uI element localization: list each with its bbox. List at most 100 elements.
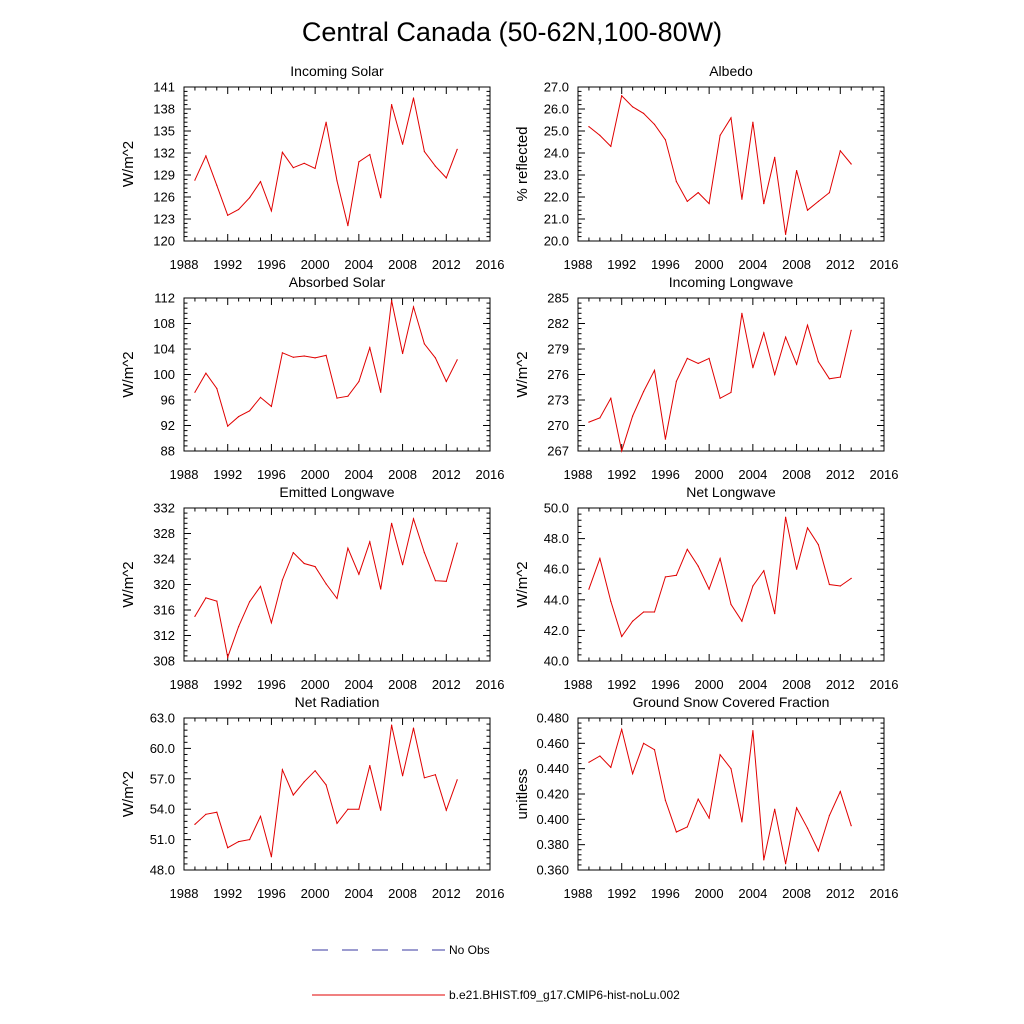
data-point <box>806 324 809 326</box>
x-tick-label: 1992 <box>213 886 242 901</box>
data-point <box>752 585 754 587</box>
data-point <box>708 357 710 359</box>
data-point <box>270 622 272 624</box>
panel-5: 1988 1992 1996 2000 2004 2008 2012 2016 308 312 31… <box>120 484 504 692</box>
data-point <box>412 518 415 520</box>
series-line <box>194 516 458 660</box>
x-tick-label: 1988 <box>564 886 593 901</box>
data-point <box>216 600 218 602</box>
x-tick-label: 2008 <box>388 886 417 901</box>
data-point <box>270 405 272 407</box>
y-tick-label: 316 <box>153 603 175 618</box>
x-tick-label: 2008 <box>782 257 811 272</box>
series-line <box>194 724 458 857</box>
y-tick-label: 312 <box>153 628 175 643</box>
y-axis-label: W/m^2 <box>514 561 531 607</box>
data-point <box>664 576 667 578</box>
data-point <box>412 727 415 729</box>
data-point <box>632 106 634 108</box>
data-point <box>774 613 776 615</box>
data-point <box>336 597 338 600</box>
data-point <box>456 359 458 361</box>
y-tick-label: 25.0 <box>544 124 569 139</box>
y-tick-label: 108 <box>153 316 175 331</box>
data-point <box>763 332 765 334</box>
data-point <box>456 542 458 544</box>
y-tick-label: 63.0 <box>150 711 175 726</box>
data-point <box>325 121 327 123</box>
x-tick-label: 2016 <box>870 467 899 482</box>
data-point <box>653 749 656 751</box>
data-point <box>216 184 218 186</box>
panel-2: 1988 1992 1996 2000 2004 2008 2012 2016 20.0 21.0… <box>514 63 898 272</box>
x-tick-label: 1992 <box>213 677 242 692</box>
y-tick-label: 0.480 <box>536 711 569 726</box>
x-tick-label: 1996 <box>257 677 286 692</box>
panel-title: Emitted Longwave <box>279 484 394 500</box>
y-tick-label: 285 <box>547 291 569 306</box>
data-point <box>423 150 425 153</box>
data-point <box>610 766 612 769</box>
x-tick-label: 2008 <box>388 467 417 482</box>
data-point <box>785 863 787 865</box>
y-axis-label: unitless <box>514 769 531 820</box>
data-point <box>730 391 732 393</box>
data-point <box>303 562 305 565</box>
data-point <box>839 585 841 587</box>
data-point <box>227 847 229 849</box>
x-tick-label: 1992 <box>607 257 636 272</box>
data-point <box>599 134 601 136</box>
data-point <box>205 597 207 599</box>
data-point <box>839 150 841 152</box>
data-point <box>227 214 229 216</box>
data-point <box>763 859 765 861</box>
data-point <box>719 397 721 399</box>
panel-grid: 1988 1992 1996 2000 2004 2008 2012 2016 120 123 12… <box>120 63 898 901</box>
panel-4: 1988 1992 1996 2000 2004 2008 2012 2016 267 270 27… <box>514 274 898 482</box>
data-point <box>380 391 382 393</box>
y-tick-label: 273 <box>547 393 569 408</box>
x-tick-label: 1988 <box>170 677 199 692</box>
y-tick-label: 48.0 <box>544 531 569 546</box>
data-point <box>610 397 612 399</box>
data-point <box>763 203 765 205</box>
y-tick-label: 92 <box>161 418 175 433</box>
y-axis-label: W/m^2 <box>120 141 137 187</box>
y-tick-label: 138 <box>153 102 175 117</box>
data-point <box>336 180 338 182</box>
data-point <box>664 438 667 440</box>
panel-7: 1988 1992 1996 2000 2004 2008 2012 2016 48.0 51.0… <box>120 694 504 901</box>
panel-title: Net Longwave <box>686 484 776 500</box>
data-point <box>828 814 831 817</box>
plot-frame <box>183 297 491 452</box>
panel-title: Absorbed Solar <box>289 274 386 290</box>
data-point <box>369 765 371 767</box>
data-point <box>839 376 841 378</box>
data-point <box>774 808 776 810</box>
data-point <box>412 97 415 99</box>
y-tick-label: 0.400 <box>536 812 569 827</box>
y-tick-label: 0.360 <box>536 863 569 878</box>
data-point <box>194 615 196 618</box>
x-tick-label: 2004 <box>738 886 767 901</box>
y-tick-label: 270 <box>547 418 569 433</box>
data-point <box>303 781 305 783</box>
y-tick-label: 135 <box>153 124 175 139</box>
data-point <box>785 233 787 235</box>
data-point <box>445 580 447 582</box>
data-point <box>588 126 590 128</box>
data-point <box>686 357 688 359</box>
data-point <box>391 104 393 106</box>
data-point <box>653 369 656 371</box>
data-point <box>238 208 240 211</box>
data-point <box>380 588 382 590</box>
data-point <box>686 200 688 202</box>
data-point <box>347 547 349 549</box>
data-point <box>719 134 721 136</box>
data-point <box>599 755 601 757</box>
data-point <box>817 200 820 202</box>
y-tick-label: 332 <box>153 501 175 516</box>
data-point <box>281 352 283 354</box>
y-tick-label: 22.0 <box>544 190 569 205</box>
